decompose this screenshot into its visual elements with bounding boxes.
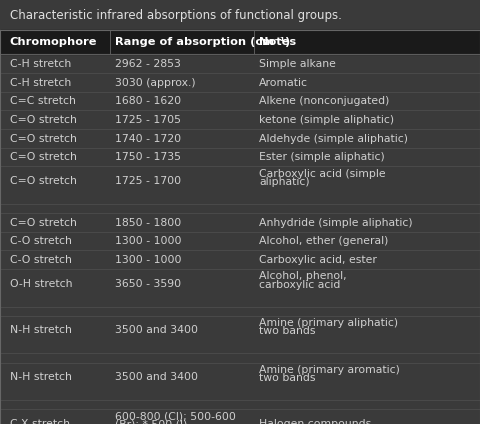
Text: C=O stretch: C=O stretch (10, 115, 76, 125)
Text: 1850 - 1800: 1850 - 1800 (115, 218, 181, 228)
Text: Carboxylic acid, ester: Carboxylic acid, ester (259, 255, 377, 265)
Text: Chromophore: Chromophore (10, 37, 97, 47)
Text: 600-800 (Cl); 500-600: 600-800 (Cl); 500-600 (115, 412, 236, 421)
Text: 1300 - 1000: 1300 - 1000 (115, 237, 182, 246)
Text: Simple alkane: Simple alkane (259, 59, 336, 69)
Text: C-H stretch: C-H stretch (10, 78, 71, 88)
Text: aliphatic): aliphatic) (259, 177, 310, 187)
Text: 1740 - 1720: 1740 - 1720 (115, 134, 181, 144)
Text: 1725 - 1700: 1725 - 1700 (115, 176, 181, 186)
Text: ketone (simple aliphatic): ketone (simple aliphatic) (259, 115, 395, 125)
Text: 3500 and 3400: 3500 and 3400 (115, 372, 198, 382)
Text: Aldehyde (simple aliphatic): Aldehyde (simple aliphatic) (259, 134, 408, 144)
Text: 3030 (approx.): 3030 (approx.) (115, 78, 196, 88)
Text: Alcohol, phenol,: Alcohol, phenol, (259, 271, 347, 282)
Text: C=O stretch: C=O stretch (10, 134, 76, 144)
Text: Range of absorption (cm⁻¹): Range of absorption (cm⁻¹) (115, 37, 290, 47)
Text: Ester (simple aliphatic): Ester (simple aliphatic) (259, 152, 385, 162)
Text: O-H stretch: O-H stretch (10, 279, 72, 288)
Text: Aromatic: Aromatic (259, 78, 308, 88)
Text: C-O stretch: C-O stretch (10, 237, 72, 246)
Text: N-H stretch: N-H stretch (10, 372, 72, 382)
Text: Anhydride (simple aliphatic): Anhydride (simple aliphatic) (259, 218, 413, 228)
Text: Alkene (nonconjugated): Alkene (nonconjugated) (259, 96, 390, 106)
Text: 3650 - 3590: 3650 - 3590 (115, 279, 181, 288)
Text: C=O stretch: C=O stretch (10, 218, 76, 228)
Text: 1750 - 1735: 1750 - 1735 (115, 152, 181, 162)
Text: C-O stretch: C-O stretch (10, 255, 72, 265)
Text: 3500 and 3400: 3500 and 3400 (115, 325, 198, 335)
Text: 1300 - 1000: 1300 - 1000 (115, 255, 182, 265)
Text: C=C stretch: C=C stretch (10, 96, 75, 106)
Text: Notes: Notes (259, 37, 296, 47)
Text: (Br); * 500 (I): (Br); * 500 (I) (115, 420, 188, 424)
Text: Amine (primary aromatic): Amine (primary aromatic) (259, 365, 400, 375)
Text: Amine (primary aliphatic): Amine (primary aliphatic) (259, 318, 398, 328)
Text: C-H stretch: C-H stretch (10, 59, 71, 69)
Text: Carboxylic acid (simple: Carboxylic acid (simple (259, 169, 386, 179)
Text: C=O stretch: C=O stretch (10, 152, 76, 162)
Text: 2962 - 2853: 2962 - 2853 (115, 59, 181, 69)
Text: two bands: two bands (259, 373, 316, 383)
Text: Characteristic infrared absorptions of functional groups.: Characteristic infrared absorptions of f… (10, 9, 341, 22)
Bar (0, 30, 480, 54)
Text: Halogen compounds: Halogen compounds (259, 419, 372, 424)
Text: two bands: two bands (259, 326, 316, 336)
Text: C=O stretch: C=O stretch (10, 176, 76, 186)
Text: carboxylic acid: carboxylic acid (259, 280, 341, 290)
Text: 1680 - 1620: 1680 - 1620 (115, 96, 181, 106)
Text: N-H stretch: N-H stretch (10, 325, 72, 335)
Text: C-X stretch: C-X stretch (10, 419, 70, 424)
Text: Alcohol, ether (general): Alcohol, ether (general) (259, 237, 389, 246)
Text: 1725 - 1705: 1725 - 1705 (115, 115, 181, 125)
